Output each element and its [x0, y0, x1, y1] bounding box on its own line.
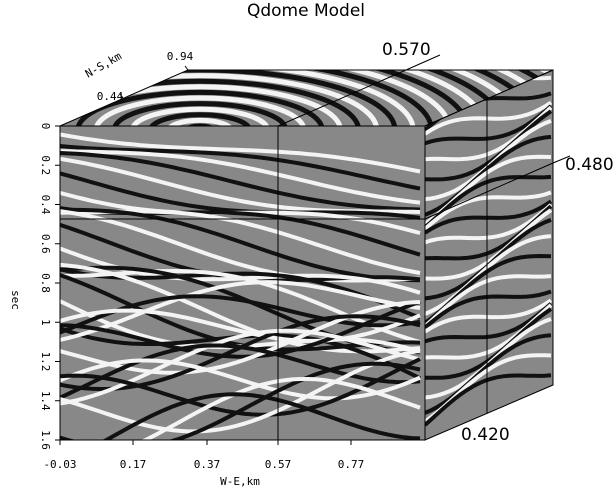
- reflector: [60, 151, 421, 212]
- top-texture: [60, 70, 553, 126]
- reflector: [60, 280, 421, 342]
- x-tick-label: 0.57: [265, 458, 292, 471]
- ring: [93, 95, 307, 126]
- x-tick-label: 0.17: [120, 458, 147, 471]
- y-tick-label: 0.2: [39, 155, 52, 175]
- reflector: [60, 149, 421, 205]
- ring: [60, 73, 380, 126]
- reflector: [60, 308, 421, 343]
- reflector: [425, 104, 553, 146]
- ns-tick-label: 0.94: [167, 50, 194, 63]
- reflector: [60, 348, 421, 434]
- y-tick-label: 1.2: [39, 352, 52, 372]
- reflector: [425, 190, 552, 231]
- reflector: [425, 109, 553, 182]
- reflector: [425, 234, 552, 316]
- reflector: [102, 392, 421, 440]
- reflector: [60, 343, 421, 400]
- ns-axis-label: N-S,km: [83, 49, 124, 80]
- reflector: [60, 358, 421, 401]
- reflector: [425, 302, 553, 344]
- x-axis-label: W-E,km: [220, 475, 260, 488]
- reflector: [60, 144, 421, 191]
- y-tick-label: 1.4: [39, 391, 52, 411]
- y-tick-label: 0.4: [39, 195, 52, 215]
- reflector: [425, 208, 553, 281]
- ring: [111, 101, 289, 126]
- side-face: [425, 70, 553, 440]
- ring: [129, 106, 271, 126]
- reflector: [60, 299, 421, 359]
- y-tick-label: 1.6: [39, 430, 52, 450]
- x-tick-label: 0.37: [194, 458, 221, 471]
- ring: [166, 117, 234, 126]
- reflector: [425, 134, 552, 217]
- reflector: [60, 300, 421, 375]
- reflector: [60, 361, 421, 440]
- reflector: [425, 289, 552, 330]
- reflector: [425, 373, 552, 427]
- ring: [148, 112, 252, 126]
- y-tick-label: 1: [39, 319, 52, 326]
- ring: [60, 78, 362, 126]
- reflector: [60, 328, 421, 406]
- reflector: [425, 274, 552, 328]
- reflector: [141, 377, 421, 440]
- slice-label-side: 0.480: [565, 155, 613, 175]
- reflector: [425, 199, 553, 235]
- ring: [75, 89, 325, 126]
- slice-label-bottom: 0.420: [461, 425, 510, 445]
- reflector: [425, 174, 552, 229]
- y-tick-label: 0.6: [39, 234, 52, 254]
- title: Qdome Model: [247, 1, 365, 21]
- x-tick-label: 0.77: [338, 458, 365, 471]
- front-texture: [60, 132, 421, 440]
- y-tick-label: 0: [39, 123, 52, 130]
- slice-label-top: 0.570: [382, 40, 431, 60]
- y-tick-label: 0.8: [39, 273, 52, 293]
- reflector: [425, 307, 553, 380]
- reflector: [425, 100, 553, 136]
- reflector: [60, 269, 421, 345]
- reflector: [60, 132, 421, 174]
- ring: [60, 84, 343, 126]
- reflector: [425, 333, 552, 415]
- reflector: [425, 298, 553, 334]
- x-tick-label: -0.03: [43, 458, 76, 471]
- reflector: [425, 203, 553, 245]
- ns-tick-label: 0.44: [97, 90, 124, 103]
- y-axis-label: sec: [9, 290, 22, 310]
